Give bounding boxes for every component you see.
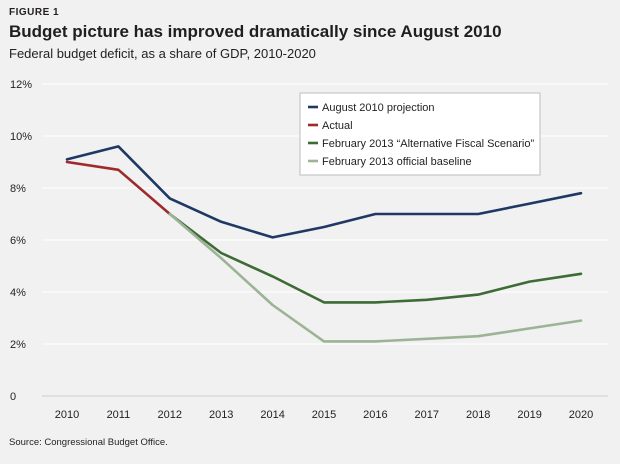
x-tick-label: 2011: [107, 409, 131, 421]
y-tick-label: 0: [10, 391, 16, 403]
y-tick-label: 12%: [10, 79, 32, 91]
y-tick-label: 10%: [10, 131, 32, 143]
x-axis-ticks: 2010 2011 2012 2013 2014 2015 2016 2017 2018 2019…: [55, 409, 593, 421]
x-tick-label: 2010: [55, 409, 79, 421]
series-line-0: [65, 145, 583, 239]
series-line-3: [168, 212, 583, 343]
gridlines: [42, 83, 608, 397]
chart-title: Budget picture has improved dramatically…: [9, 22, 502, 41]
y-tick-label: 6%: [10, 235, 26, 247]
x-tick-label: 2020: [569, 409, 593, 421]
legend-label: August 2010 projection: [322, 102, 435, 114]
x-tick-label: 2015: [312, 409, 336, 421]
series-lines: [65, 145, 583, 343]
legend-label: February 2013 “Alternative Fiscal Scenar…: [322, 138, 534, 150]
x-tick-label: 2016: [363, 409, 387, 421]
legend-box: [299, 92, 541, 176]
x-tick-label: 2018: [466, 409, 490, 421]
figure-label: FIGURE 1: [9, 7, 60, 18]
x-tick-label: 2014: [260, 409, 284, 421]
y-axis-ticks: 0 2% 4% 6% 8% 10% 12%: [10, 79, 32, 403]
chart-subtitle: Federal budget deficit, as a share of GD…: [9, 46, 316, 61]
x-tick-label: 2013: [209, 409, 233, 421]
x-tick-label: 2017: [415, 409, 439, 421]
y-tick-label: 4%: [10, 287, 26, 299]
y-tick-label: 2%: [10, 339, 26, 351]
series-line-2: [168, 212, 583, 304]
y-tick-label: 8%: [10, 183, 26, 195]
x-tick-label: 2019: [517, 409, 541, 421]
legend: August 2010 projection Actual February 201…: [299, 92, 541, 176]
series-line-1: [65, 160, 172, 216]
legend-label: February 2013 official baseline: [322, 156, 472, 168]
x-tick-label: 2012: [158, 409, 182, 421]
source-note: Source: Congressional Budget Office.: [9, 437, 168, 448]
legend-label: Actual: [322, 120, 353, 132]
